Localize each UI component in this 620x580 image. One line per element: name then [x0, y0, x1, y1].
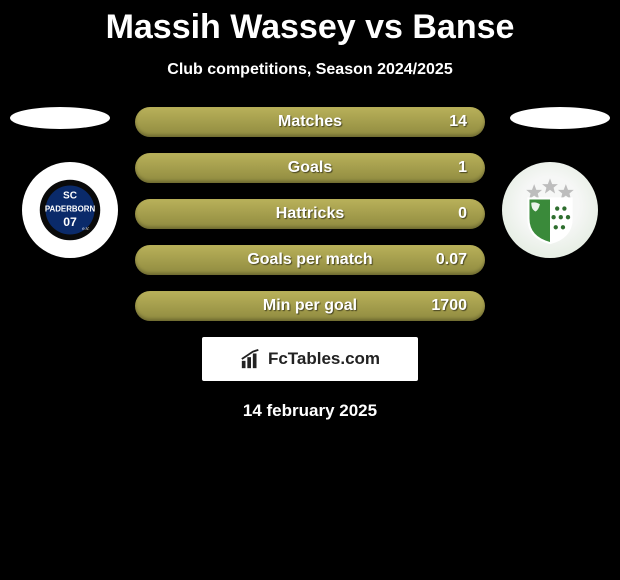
greuther-fuerth-crest-icon	[514, 174, 586, 246]
team-crest-left: SC PADERBORN 07 e.V.	[22, 162, 118, 258]
stat-value: 0	[458, 205, 467, 223]
stat-label: Matches	[278, 113, 342, 131]
stat-value: 0.07	[436, 251, 467, 269]
subtitle: Club competitions, Season 2024/2025	[0, 61, 620, 79]
stat-row: Hattricks 0	[135, 199, 485, 229]
team-crest-right	[502, 162, 598, 258]
stat-value: 1700	[431, 297, 467, 315]
stat-value: 1	[458, 159, 467, 177]
stat-row: Matches 14	[135, 107, 485, 137]
stat-label: Hattricks	[276, 205, 344, 223]
svg-text:07: 07	[63, 215, 77, 229]
date-text: 14 february 2025	[0, 401, 620, 421]
ellipse-left	[10, 107, 110, 129]
stat-label: Goals	[288, 159, 332, 177]
stat-row: Min per goal 1700	[135, 291, 485, 321]
stat-row: Goals per match 0.07	[135, 245, 485, 275]
brand-text: FcTables.com	[268, 349, 380, 369]
svg-text:SC: SC	[63, 190, 77, 201]
stat-label: Goals per match	[247, 251, 372, 269]
paderborn-crest-icon: SC PADERBORN 07 e.V.	[34, 174, 106, 246]
stats-table: Matches 14 Goals 1 Hattricks 0 Goals per…	[135, 107, 485, 321]
stat-value: 14	[449, 113, 467, 131]
brand-box: FcTables.com	[202, 337, 418, 381]
svg-text:e.V.: e.V.	[82, 226, 89, 231]
bar-chart-icon	[240, 348, 262, 370]
stat-row: Goals 1	[135, 153, 485, 183]
svg-text:PADERBORN: PADERBORN	[45, 204, 96, 213]
stat-label: Min per goal	[263, 297, 357, 315]
ellipse-right	[510, 107, 610, 129]
page-title: Massih Wassey vs Banse	[0, 0, 620, 47]
content-area: SC PADERBORN 07 e.V. Matches 14	[0, 107, 620, 421]
